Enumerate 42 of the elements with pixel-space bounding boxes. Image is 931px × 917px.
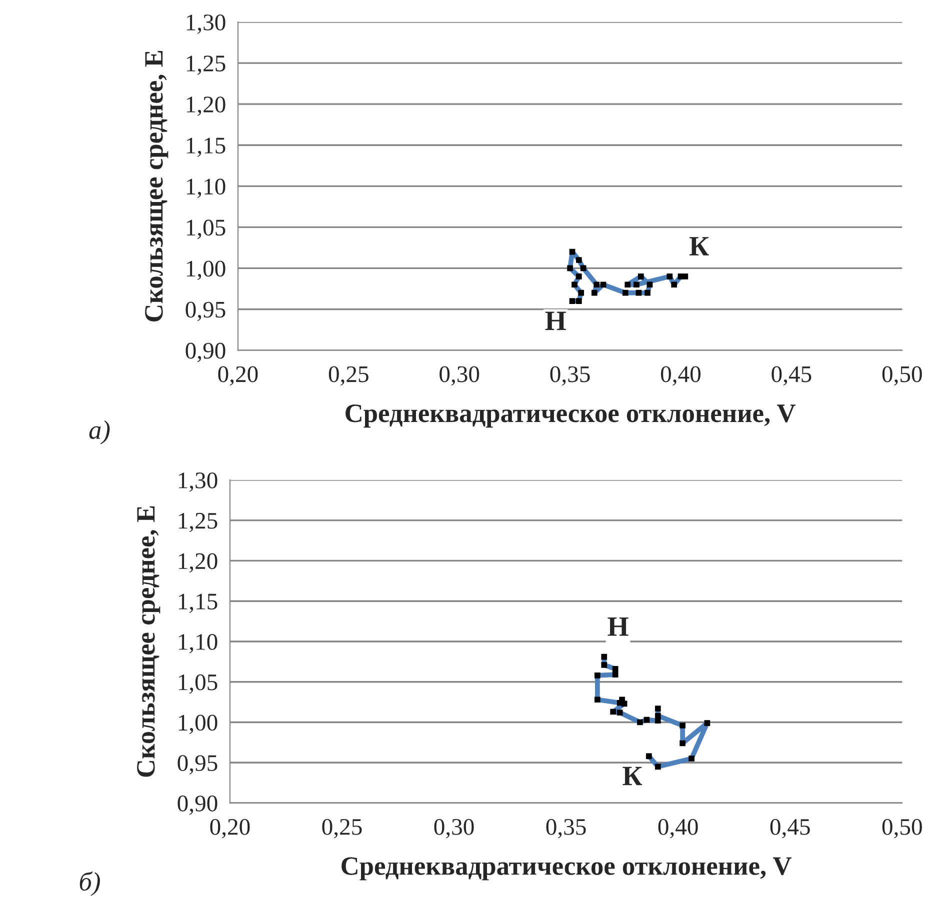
x-axis-title: Среднеквадратическое отклонение, V xyxy=(342,857,792,880)
x-tick-label: 0,35 xyxy=(550,366,590,386)
y-tick-label: 1,00 xyxy=(178,714,218,734)
annotation: Н xyxy=(545,312,566,330)
text: а) xyxy=(89,420,110,444)
y-tick-label: 1,10 xyxy=(186,178,226,198)
x-tick-label: 0,35 xyxy=(546,818,586,838)
x-tick-label: 0,20 xyxy=(218,366,258,386)
y-tick-label: 0,95 xyxy=(178,755,218,774)
y-tick-label: 1,00 xyxy=(186,260,226,280)
x-tick-label: 0,40 xyxy=(658,818,698,838)
x-tick-label: 0,45 xyxy=(770,818,810,838)
x-tick-label: 0,50 xyxy=(882,818,922,838)
y-tick-label: 1,05 xyxy=(178,674,218,694)
y-tick-label: 1,10 xyxy=(178,634,218,654)
y-tick-label: 1,20 xyxy=(178,553,218,573)
y-tick-label: 1,30 xyxy=(186,14,226,34)
y-tick-label: 0,90 xyxy=(186,342,226,362)
x-tick-label: 0,40 xyxy=(660,366,701,386)
annotation: К xyxy=(622,766,642,786)
y-axis-title: Скользящее среднее, E xyxy=(137,506,160,777)
y-tick-label: 1,25 xyxy=(186,56,226,75)
text: б) xyxy=(80,872,100,896)
x-tick-label: 0,50 xyxy=(882,366,922,386)
y-tick-label: 0,90 xyxy=(178,796,218,815)
y-tick-label: 1,30 xyxy=(178,472,218,492)
y-axis-title: Скользящее среднее, E xyxy=(145,50,168,322)
y-tick-label: 0,95 xyxy=(186,302,226,322)
annotation: К xyxy=(689,237,709,256)
x-tick-label: 0,30 xyxy=(440,366,480,386)
y-tick-label: 1,15 xyxy=(186,138,226,157)
y-tick-label: 1,25 xyxy=(178,512,218,532)
x-tick-label: 0,30 xyxy=(434,818,474,838)
x-tick-label: 0,25 xyxy=(328,366,368,386)
y-tick-label: 1,20 xyxy=(186,96,226,116)
x-axis-title: Среднеквадратическое отклонение, V xyxy=(346,404,796,428)
x-tick-label: 0,45 xyxy=(772,366,812,386)
annotation: Н xyxy=(608,618,628,636)
x-tick-label: 0,25 xyxy=(322,818,362,838)
y-tick-label: 1,15 xyxy=(178,594,218,613)
y-tick-label: 1,05 xyxy=(186,220,226,240)
x-tick-label: 0,20 xyxy=(210,818,250,838)
